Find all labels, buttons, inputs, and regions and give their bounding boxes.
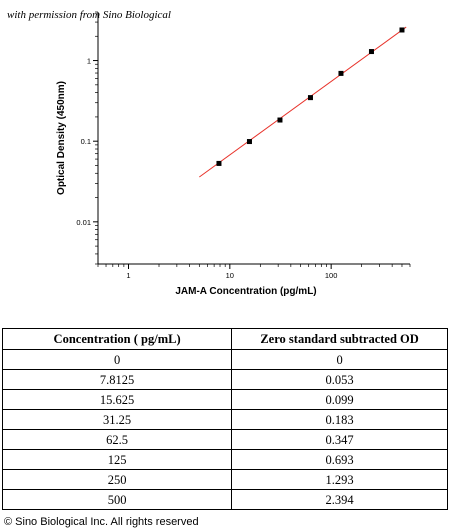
concentration-cell: 500: [1, 489, 233, 510]
fit-line-group: [199, 26, 407, 178]
od-cell: 0.099: [231, 389, 448, 410]
table-body: 0 0 7.8125 0.053 15.625 0.099 31.25 0.183 62.5 0.…: [1, 349, 448, 510]
od-cell: 0.693: [231, 449, 448, 470]
chart-axes: [97, 12, 410, 265]
data-point: [338, 70, 344, 76]
concentration-cell: 15.625: [1, 389, 233, 410]
table-row: 7.8125 0.053: [1, 369, 448, 390]
table-row: 125 0.693: [1, 449, 448, 470]
od-cell: 1.293: [231, 469, 448, 490]
concentration-cell: 250: [1, 469, 233, 490]
copyright-notice: © Sino Biological Inc. All rights reserv…: [4, 516, 199, 528]
table-row: 500 2.394: [1, 489, 448, 510]
data-point: [368, 49, 374, 55]
data-point: [216, 160, 222, 166]
table-row: 15.625 0.099: [1, 389, 448, 410]
table-row: 31.25 0.183: [1, 409, 448, 430]
x-tick-label: 1: [126, 271, 130, 280]
table-header-row: Concentration ( pg/mL) Zero standard sub…: [1, 328, 448, 350]
y-axis-label: Optical Density (450nm): [56, 81, 67, 195]
data-point: [246, 139, 252, 145]
od-cell: 0.053: [231, 369, 448, 390]
column-header-od: Zero standard subtracted OD: [231, 328, 448, 350]
chart-ticks: 1 10 100 0.01 0.1 1: [76, 11, 411, 280]
data-point: [307, 95, 313, 101]
y-tick-label: 1: [87, 57, 91, 66]
data-points: [216, 27, 405, 166]
concentration-cell: 62.5: [1, 429, 233, 450]
permission-watermark: with permission from Sino Biological: [7, 9, 171, 21]
od-cell: 0: [231, 349, 448, 370]
od-cell: 0.347: [231, 429, 448, 450]
od-cell: 2.394: [231, 489, 448, 510]
data-point: [277, 117, 283, 123]
column-header-concentration: Concentration ( pg/mL): [1, 328, 233, 350]
concentration-cell: 31.25: [1, 409, 233, 430]
y-tick-label: 0.1: [81, 137, 91, 146]
x-tick-label: 10: [226, 271, 234, 280]
standard-data-table: Concentration ( pg/mL) Zero standard sub…: [1, 328, 448, 510]
od-cell: 0.183: [231, 409, 448, 430]
data-point: [399, 27, 405, 33]
x-tick-label: 100: [325, 271, 338, 280]
standard-curve-chart: 1 10 100 0.01 0.1 1 Optical Density (450nm) J…: [56, 11, 411, 297]
x-axis-label: JAM-A Concentration (pg/mL): [175, 286, 316, 297]
concentration-cell: 125: [1, 449, 233, 470]
table-row: 250 1.293: [1, 469, 448, 490]
table-row: 62.5 0.347: [1, 429, 448, 450]
concentration-cell: 0: [1, 349, 233, 370]
fit-line: [199, 26, 407, 178]
y-tick-label: 0.01: [76, 218, 91, 227]
concentration-cell: 7.8125: [1, 369, 233, 390]
